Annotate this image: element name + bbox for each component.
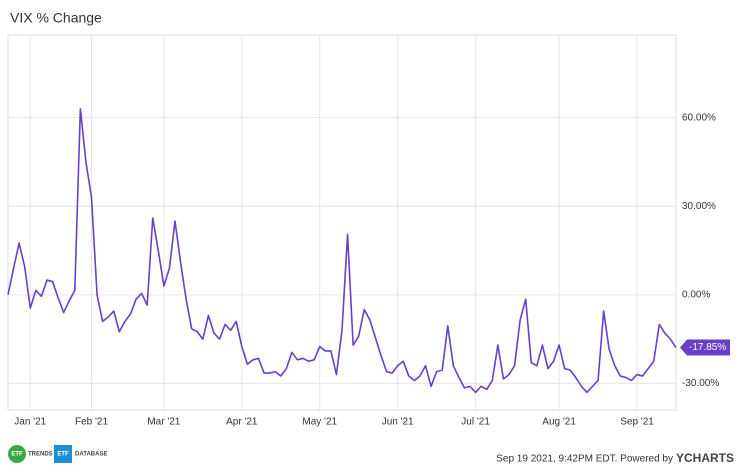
x-tick-label: Jul '21 — [461, 417, 490, 428]
y-tick-label: 60.00% — [682, 112, 716, 123]
y-tick-label: -30.00% — [682, 378, 719, 389]
logo-badge — [8, 445, 26, 463]
timestamp: Sep 19 2021, 9:42PM EDT. Powered by — [496, 454, 673, 465]
logo-text: DATABASE — [75, 452, 107, 458]
x-tick-label: Jun '21 — [382, 417, 414, 428]
y-tick-label: 0.00% — [682, 289, 710, 300]
value-label: -17.85% — [689, 342, 726, 353]
plot-frame — [7, 34, 677, 411]
logo-badge-text: ETF — [11, 452, 23, 458]
value-label-box — [680, 339, 730, 356]
chart-title: VIX % Change — [10, 10, 102, 26]
x-tick-label: May '21 — [302, 417, 337, 428]
x-tick-label: Jan '21 — [14, 417, 46, 428]
y-tick-label: 30.00% — [682, 201, 716, 212]
logo-text: TRENDS — [28, 452, 53, 458]
x-tick-label: Mar '21 — [147, 417, 180, 428]
x-tick-label: Aug '21 — [542, 417, 576, 428]
x-tick-label: Apr '21 — [226, 417, 258, 428]
logo-badge — [54, 445, 72, 463]
x-tick-label: Feb '21 — [75, 417, 108, 428]
x-tick-label: Sep '21 — [620, 417, 654, 428]
logo-badge-text: ETF — [57, 452, 69, 458]
series-line — [7, 108, 677, 394]
brand: YCHARTS — [676, 451, 734, 465]
